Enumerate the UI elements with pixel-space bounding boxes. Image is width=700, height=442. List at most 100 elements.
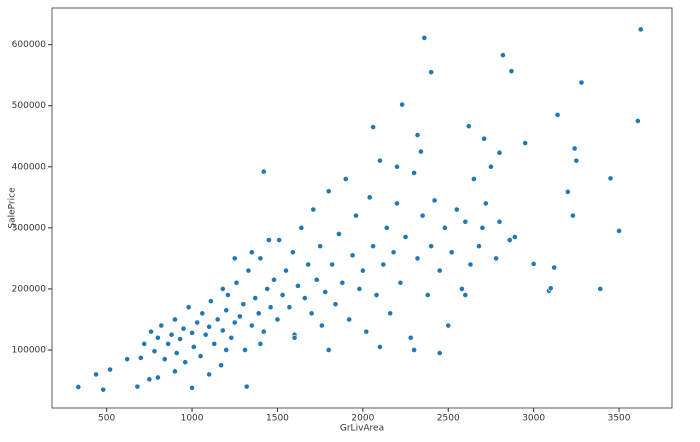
- point: [436, 267, 443, 274]
- point: [571, 145, 578, 152]
- point: [436, 350, 443, 356]
- point: [271, 276, 277, 283]
- point: [240, 301, 247, 308]
- point: [223, 347, 230, 353]
- point: [407, 334, 414, 341]
- point: [182, 359, 189, 366]
- point: [172, 316, 178, 323]
- point: [356, 286, 363, 292]
- point: [301, 295, 308, 301]
- point: [245, 267, 252, 274]
- point: [470, 176, 477, 182]
- point: [107, 366, 113, 373]
- point: [481, 135, 488, 142]
- point: [197, 353, 204, 359]
- point: [173, 350, 180, 356]
- point: [329, 261, 336, 268]
- point: [219, 286, 226, 292]
- y-axis-label: SalePrice: [8, 187, 18, 229]
- point: [257, 255, 264, 262]
- point: [462, 218, 469, 225]
- point: [476, 243, 482, 250]
- point: [289, 249, 296, 256]
- point: [383, 224, 390, 231]
- point: [508, 68, 515, 75]
- point: [380, 261, 387, 268]
- point: [223, 307, 230, 314]
- x-tick-label: 1000: [181, 414, 204, 424]
- point: [177, 336, 183, 342]
- point: [219, 327, 226, 334]
- point: [180, 325, 187, 332]
- point: [154, 334, 161, 341]
- point: [257, 340, 264, 347]
- point: [137, 355, 144, 361]
- point: [467, 261, 474, 268]
- point: [428, 243, 435, 250]
- point: [248, 322, 255, 329]
- point: [397, 279, 404, 286]
- point: [291, 334, 298, 341]
- point: [189, 384, 195, 391]
- point: [564, 188, 571, 195]
- point: [394, 163, 400, 170]
- point: [274, 316, 281, 323]
- point: [366, 194, 373, 201]
- point: [100, 386, 107, 393]
- point: [243, 383, 250, 390]
- point: [322, 289, 329, 295]
- point: [75, 384, 82, 390]
- point: [286, 304, 293, 311]
- point: [637, 26, 644, 33]
- point: [266, 237, 272, 243]
- y-tick-label: 400000: [12, 162, 47, 172]
- x-tick-label: 3500: [608, 414, 631, 424]
- x-tick-label: 2500: [437, 414, 460, 424]
- point: [453, 206, 460, 213]
- point: [570, 212, 576, 219]
- point: [441, 224, 448, 231]
- point: [597, 286, 604, 292]
- point: [349, 252, 356, 259]
- point: [305, 261, 312, 268]
- point: [496, 218, 503, 225]
- point: [146, 376, 153, 383]
- point: [411, 169, 417, 176]
- point: [506, 237, 513, 243]
- point: [165, 340, 172, 347]
- point: [411, 347, 417, 353]
- point: [236, 313, 243, 320]
- point: [616, 228, 622, 234]
- point: [342, 176, 349, 182]
- point: [267, 304, 274, 311]
- point: [634, 118, 641, 124]
- point: [279, 292, 286, 298]
- point: [419, 212, 426, 219]
- point: [295, 282, 301, 289]
- point: [325, 188, 332, 195]
- point: [151, 348, 158, 355]
- x-tick-label: 500: [98, 414, 115, 424]
- point: [465, 123, 472, 130]
- point: [242, 347, 248, 353]
- point: [496, 149, 503, 156]
- x-tick-label: 1500: [266, 414, 289, 424]
- point: [346, 316, 353, 323]
- point: [161, 356, 168, 363]
- point: [317, 243, 324, 250]
- point: [607, 175, 614, 182]
- point: [206, 323, 213, 330]
- point: [248, 249, 255, 256]
- point: [370, 124, 377, 130]
- point: [547, 285, 554, 292]
- point: [168, 331, 175, 338]
- point: [225, 292, 231, 298]
- point: [418, 148, 424, 155]
- point: [318, 322, 325, 329]
- point: [218, 362, 224, 369]
- point: [255, 310, 262, 317]
- point: [276, 237, 283, 243]
- point: [148, 328, 154, 335]
- point: [124, 356, 131, 363]
